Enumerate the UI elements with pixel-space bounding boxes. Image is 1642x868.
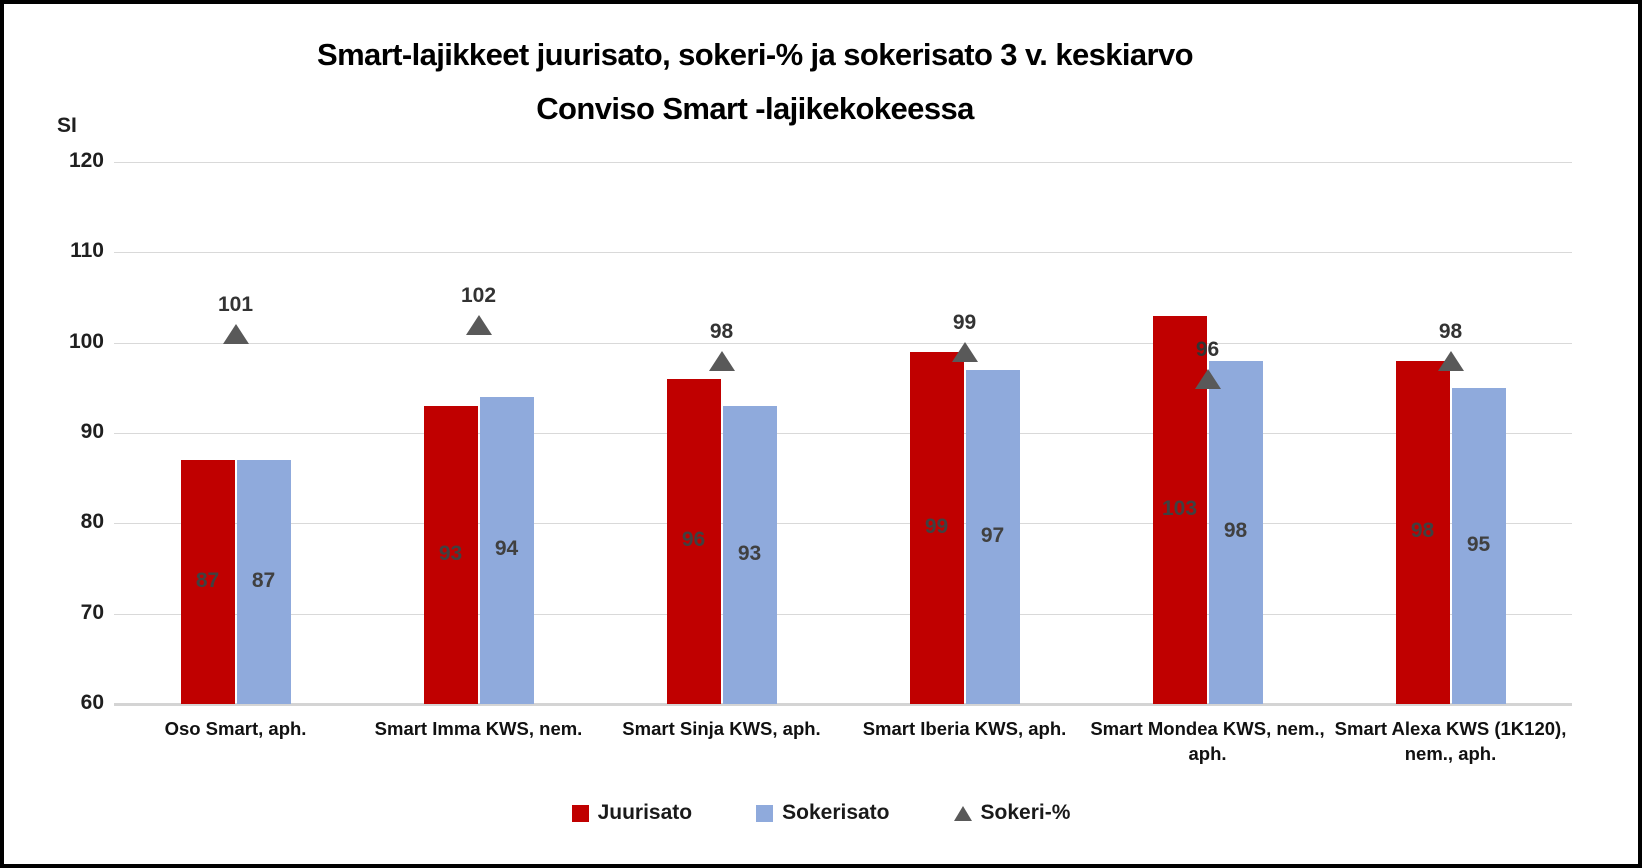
gridline (114, 433, 1572, 434)
y-tick-label: 120 (68, 149, 104, 172)
y-tick-label: 80 (80, 510, 104, 534)
y-tick-label: 70 (80, 600, 104, 624)
category-label: Oso Smart, aph. (164, 718, 307, 739)
legend-item-sokerisato: Sokerisato (756, 801, 890, 825)
y-tick-label: 110 (70, 239, 104, 263)
sokeri-pct-marker-icon (951, 341, 978, 362)
sokerisato-bar (479, 396, 534, 704)
legend-item-juurisato: Juurisato (571, 801, 693, 825)
sokeri-pct-triangle-icon (953, 805, 972, 821)
juurisato-bar (1395, 360, 1450, 704)
juurisato-bar (666, 378, 721, 704)
juurisato-bar (423, 405, 478, 704)
chart-title: Smart-lajikkeet juurisato, sokeri-% ja s… (4, 28, 1506, 136)
category-label: Smart Iberia KWS, aph. (862, 718, 1067, 739)
plot-area: 60 70 80 90 100 110 120 87 87 101 Oso Smart, aph. 9… (4, 4, 1638, 864)
legend-label-juurisato: Juurisato (597, 801, 693, 824)
juurisato-value-label: 98 (1410, 519, 1435, 543)
sokeri-pct-value-label: 96 (1195, 337, 1220, 361)
sokeri-pct-value-label: 98 (1438, 319, 1463, 343)
gridline (114, 252, 1572, 254)
juurisato-value-label: 99 (924, 514, 949, 538)
category-label: Smart Alexa KWS (1K120), nem., aph. (1334, 718, 1567, 764)
sokeri-pct-marker-icon (1437, 350, 1464, 371)
legend-label-sokeri-pct: Sokeri-% (980, 801, 1071, 824)
sokerisato-value-label: 93 (737, 541, 762, 565)
chart-title-line1: Smart-lajikkeet juurisato, sokeri-% ja s… (317, 37, 1194, 72)
legend-label-sokerisato: Sokerisato (782, 801, 890, 824)
sokeri-pct-value-label: 101 (217, 292, 254, 316)
sokeri-pct-value-label: 102 (460, 283, 497, 307)
juurisato-bar (180, 460, 235, 704)
sokerisato-bar (236, 460, 291, 704)
gridline (114, 523, 1572, 525)
y-axis-unit-label: SI (57, 114, 77, 137)
y-tick-label: 90 (80, 420, 104, 443)
sokeri-pct-marker-icon (465, 314, 492, 335)
category-label: Smart Imma KWS, nem. (374, 718, 583, 739)
chart-legend: Juurisato Sokerisato Sokeri-% (4, 801, 1638, 825)
sokerisato-bar (965, 369, 1020, 704)
juurisato-value-label: 87 (195, 569, 220, 593)
gridline (114, 342, 1572, 344)
y-tick-label: 60 (80, 691, 104, 714)
sokeri-pct-marker-icon (708, 350, 735, 371)
category-label: Smart Sinja KWS, aph. (622, 718, 821, 739)
legend-item-sokeri-pct: Sokeri-% (953, 801, 1071, 825)
sokerisato-square-icon (756, 804, 774, 822)
juurisato-square-icon (571, 804, 589, 822)
sokerisato-value-label: 97 (980, 523, 1005, 547)
sokeri-pct-marker-icon (1194, 368, 1221, 389)
sokerisato-value-label: 95 (1466, 532, 1491, 556)
gridline (114, 162, 1572, 163)
juurisato-value-label: 93 (438, 541, 463, 565)
gridline (114, 613, 1572, 615)
sokerisato-bar (722, 405, 777, 704)
sokerisato-value-label: 87 (251, 569, 276, 593)
sokerisato-value-label: 98 (1223, 519, 1248, 543)
juurisato-bar (909, 351, 964, 704)
sokerisato-bar (1208, 360, 1263, 704)
sokeri-pct-value-label: 98 (709, 319, 734, 343)
category-label: Smart Mondea KWS, nem., aph. (1090, 718, 1325, 764)
y-tick-label: 100 (68, 329, 104, 353)
chart-title-line2: Conviso Smart -lajikekokeessa (536, 91, 974, 126)
sokerisato-bar (1451, 387, 1506, 704)
sokerisato-value-label: 94 (494, 537, 519, 561)
juurisato-value-label: 103 (1161, 496, 1198, 520)
x-axis-line (114, 703, 1572, 706)
sokeri-pct-value-label: 99 (952, 310, 977, 334)
sokeri-pct-marker-icon (222, 323, 249, 344)
juurisato-value-label: 96 (681, 528, 706, 552)
